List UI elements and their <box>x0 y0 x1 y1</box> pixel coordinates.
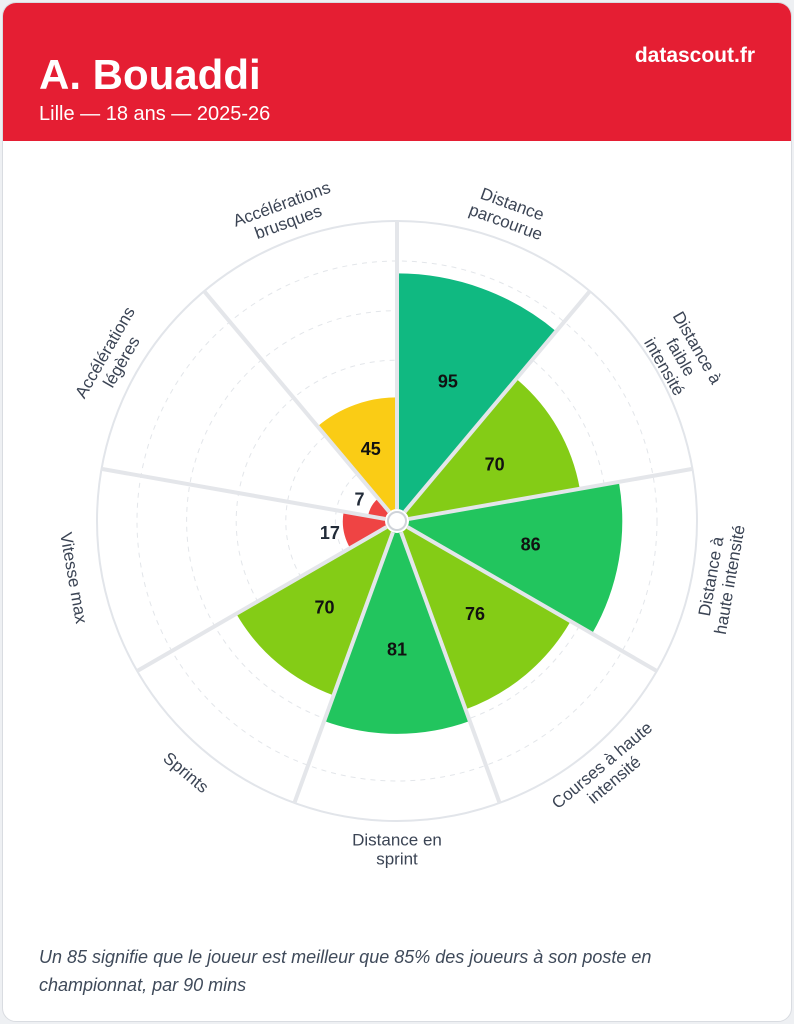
value-label-4: 81 <box>387 640 407 660</box>
category-label-4: Distance en sprint <box>352 831 442 869</box>
bar-0 <box>397 273 557 512</box>
center-hub <box>387 511 407 531</box>
separator-5 <box>292 531 395 804</box>
separator-1 <box>403 289 592 514</box>
separator-6 <box>136 525 388 673</box>
brand-link[interactable]: datascout.fr <box>634 44 755 67</box>
category-label-2: Distance àhaute intensité <box>692 520 749 636</box>
value-label-6: 17 <box>320 523 340 543</box>
bar-7 <box>368 498 390 519</box>
category-label-line: Vitesse max <box>56 531 91 626</box>
separator-8 <box>202 289 391 514</box>
category-label-5: Sprints <box>159 748 212 797</box>
header-banner: A. Bouaddi Lille — 18 ans — 2025-26 data… <box>3 3 791 141</box>
separator-3 <box>406 525 658 673</box>
separator-7 <box>101 466 386 521</box>
bar-6 <box>342 511 387 549</box>
bar-5 <box>236 527 393 696</box>
category-label-line: sprint <box>376 850 418 869</box>
category-label-6: Vitesse max <box>56 531 91 626</box>
player-subtitle: Lille — 18 ans — 2025-26 <box>39 103 271 125</box>
bar-2 <box>407 481 623 634</box>
value-label-5: 70 <box>315 597 335 617</box>
bar-1 <box>404 378 580 519</box>
bar-3 <box>401 527 571 710</box>
separator-4 <box>399 531 502 804</box>
value-label-0: 95 <box>438 371 458 391</box>
value-label-3: 76 <box>465 604 485 624</box>
category-label-line: Distance en <box>352 831 442 850</box>
footnote: Un 85 signifie que le joueur est meilleu… <box>39 947 652 995</box>
bar-4 <box>324 532 470 734</box>
value-label-7: 7 <box>354 489 364 509</box>
separator-2 <box>408 466 693 521</box>
value-label-8: 45 <box>361 439 381 459</box>
player-name: A. Bouaddi <box>39 51 261 98</box>
value-label-1: 70 <box>485 455 505 475</box>
radar-chart: 95708676817017745DistanceparcourueDistan… <box>56 178 749 869</box>
bar-8 <box>317 397 397 512</box>
value-label-2: 86 <box>521 535 541 555</box>
category-label-line: Sprints <box>159 748 212 797</box>
